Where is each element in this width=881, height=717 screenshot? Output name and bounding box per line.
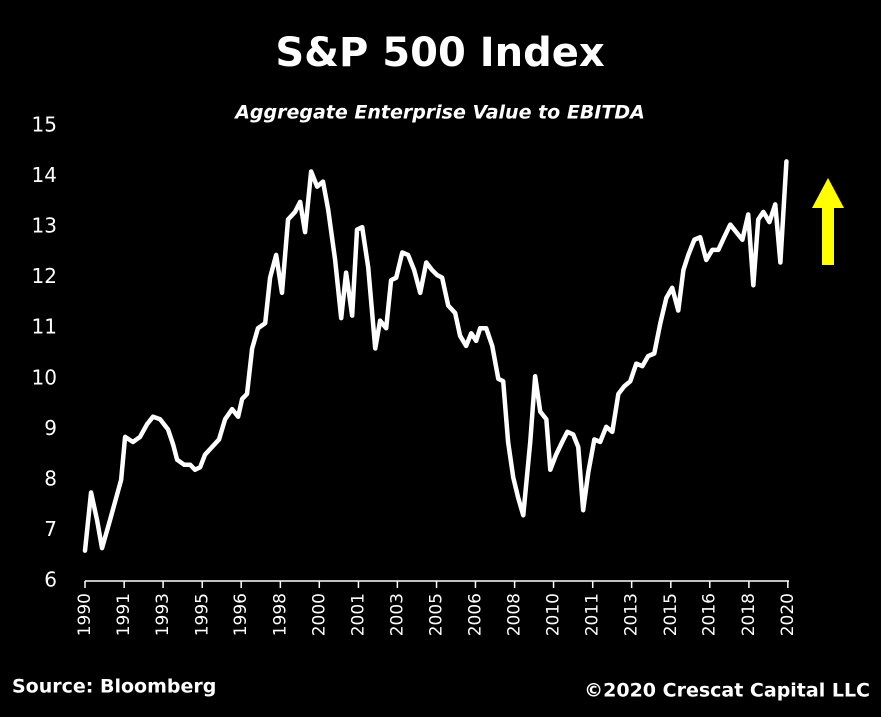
x-tick-label: 2020 bbox=[778, 593, 798, 636]
y-tick-label: 14 bbox=[32, 163, 57, 187]
chart-subtitle: Aggregate Enterprise Value to EBITDA bbox=[233, 102, 645, 124]
data-line bbox=[82, 159, 789, 553]
up-arrow bbox=[812, 178, 844, 265]
y-tick-label: 11 bbox=[32, 315, 57, 339]
x-tick-label: 2001 bbox=[348, 593, 368, 636]
x-tick-label: 2010 bbox=[544, 593, 564, 636]
y-tick-label: 6 bbox=[44, 568, 57, 592]
x-tick-label: 1993 bbox=[153, 593, 173, 636]
y-tick-label: 10 bbox=[32, 365, 57, 389]
y-tick-label: 12 bbox=[32, 264, 57, 288]
source-note: Source: Bloomberg bbox=[12, 676, 216, 698]
x-tick-label: 1991 bbox=[114, 593, 134, 636]
x-tick-label: 1998 bbox=[270, 593, 290, 636]
x-tick-label: 1990 bbox=[75, 593, 95, 636]
y-tick-label: 15 bbox=[32, 113, 57, 137]
x-tick-label: 1995 bbox=[192, 593, 212, 636]
x-tick-label: 2000 bbox=[309, 593, 329, 636]
x-tick-label: 2003 bbox=[387, 593, 407, 636]
x-tick-label: 1996 bbox=[231, 593, 251, 636]
x-tick-label: 2005 bbox=[427, 593, 447, 636]
y-tick-label: 7 bbox=[44, 517, 57, 541]
x-tick-label: 2016 bbox=[700, 593, 720, 636]
x-tick-label: 2008 bbox=[505, 593, 525, 636]
x-tick-label: 2013 bbox=[622, 593, 642, 636]
y-tick-label: 8 bbox=[44, 466, 57, 490]
x-tick-label: 2018 bbox=[739, 593, 759, 636]
x-tick-label: 2015 bbox=[661, 593, 681, 636]
y-tick-label: 9 bbox=[44, 416, 57, 440]
x-tick-label: 2011 bbox=[583, 593, 603, 636]
y-tick-label: 13 bbox=[32, 214, 57, 238]
x-tick-label: 2006 bbox=[465, 593, 485, 636]
chart-title: S&P 500 Index bbox=[275, 30, 604, 76]
copyright-note: ©2020 Crescat Capital LLC bbox=[584, 680, 870, 702]
